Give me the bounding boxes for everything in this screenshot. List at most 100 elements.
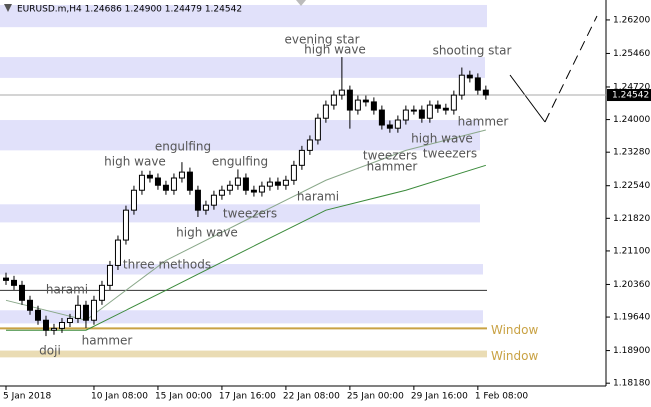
y-tick-label: 1.24720 [613,82,650,92]
pattern-label: high wave [104,155,166,169]
zone [0,4,487,28]
symbol-icon [4,4,12,12]
candle-body [106,264,113,286]
candle-body [66,317,73,323]
candle-body [82,304,89,321]
pattern-label: high wave [304,43,366,57]
candle-body [378,109,385,126]
candle-body [178,171,185,179]
candle-body [250,189,257,193]
pattern-label: tweezers [423,147,477,161]
candle-body [138,174,145,191]
candle-body [42,319,49,331]
pattern-label: hammer [367,160,418,174]
candle-body [234,177,241,186]
candle-body [362,99,369,103]
y-tick-label: 1.18900 [613,346,650,356]
x-tick-label: 22 Jan 08:00 [283,392,340,402]
candle-body [410,109,417,112]
candle-body [18,284,25,301]
pattern-label: shooting star [433,44,512,58]
candle-body [354,99,361,111]
x-tick-label: 1 Feb 08:00 [475,392,529,402]
forecast-line [509,74,546,123]
candle-body [266,181,273,187]
candle-body [170,177,177,191]
pattern-label: high wave [176,226,238,240]
x-tick-label: 25 Jan 00:00 [347,392,404,402]
zone [0,310,483,324]
candle-body [202,204,209,211]
x-tick-label: 29 Jan 16:00 [411,392,468,402]
candle-body [314,117,321,141]
candle-body [394,119,401,129]
window-label: Window [491,323,539,337]
candle-body [90,299,97,321]
candle-body [442,107,449,111]
candle-body [162,184,169,191]
candle-body [146,174,153,179]
pattern-label: engulfing [155,140,211,154]
candle-body [26,299,33,311]
y-tick-label: 1.19640 [613,313,650,323]
forecast-dashed [544,15,598,123]
y-tick-label: 1.25460 [613,49,650,59]
pattern-label: doji [39,344,61,358]
candle-body [434,104,441,109]
pattern-label: tweezers [363,149,417,163]
y-tick-label: 1.20360 [613,280,650,290]
candle-body [74,304,81,319]
zone [0,204,480,223]
candle-body [154,177,161,186]
scroll-marker [296,0,306,6]
pattern-label: hammer [458,115,509,129]
pattern-label: tweezers [223,207,277,221]
candle-body [466,74,473,79]
candle-body [34,309,41,321]
candle-body [482,89,489,96]
candle-body [274,181,281,186]
y-tick-label: 1.18180 [613,379,650,389]
candle-body [370,101,377,111]
candle-body [218,189,225,196]
moving-average [5,164,486,331]
candle-body [58,321,65,329]
candle-body [10,279,17,286]
y-tick-label: 1.21820 [613,214,650,224]
candle-body [330,94,337,106]
candle-body [2,277,9,281]
candle-body [122,209,129,241]
pattern-label: engulfing [212,155,268,169]
candle-body [290,164,297,181]
candle-body [474,77,481,91]
y-tick-label: 1.22540 [613,181,650,191]
candle-body [306,139,313,151]
x-tick-label: 10 Jan 08:00 [91,392,148,402]
candle-body [426,104,433,119]
candle-body [402,109,409,121]
x-tick-label: 15 Jan 00:00 [155,392,212,402]
pattern-label: high wave [411,132,473,146]
pattern-label: harami [46,283,88,297]
y-tick-label: 1.26200 [613,15,650,25]
y-tick-label: 1.24000 [613,115,650,125]
candle-body [194,189,201,211]
x-tick-label: 5 Jan 2018 [3,392,51,402]
x-tick-label: 17 Jan 16:00 [219,392,276,402]
chart-header: EURUSD.m,H4 1.24686 1.24900 1.24479 1.24… [17,5,242,15]
pattern-label: harami [297,190,339,204]
price-label: 1.24542 [612,91,649,101]
zone [0,57,485,78]
candle-body [186,171,193,191]
candle-body [258,185,265,193]
pattern-label: evening star [284,33,359,47]
candle-body [282,179,289,186]
candle-body [210,194,217,206]
candle-body [458,74,465,96]
candle-body [322,104,329,119]
candle-body [114,239,121,266]
candle-body [346,89,353,111]
zone [0,264,483,275]
candle-body [130,189,137,211]
